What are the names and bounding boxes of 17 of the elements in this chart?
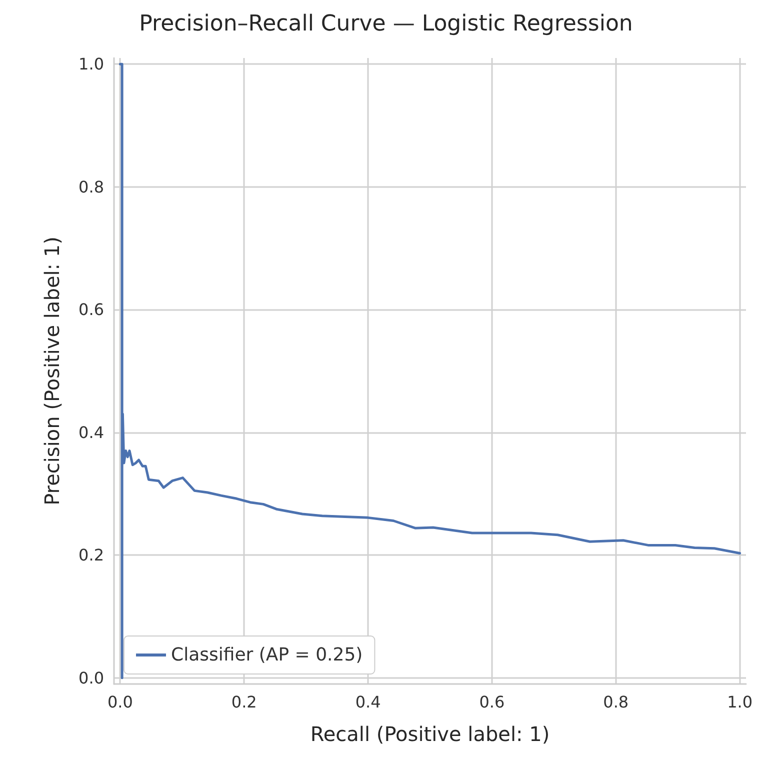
- y-tick-label: 0.4: [78, 422, 104, 442]
- chart-title: Precision–Recall Curve — Logistic Regression: [139, 12, 633, 36]
- y-tick-label: 0.6: [78, 300, 104, 320]
- x-tick-label: 0.0: [107, 692, 133, 712]
- x-tick-label: 0.4: [355, 692, 381, 712]
- x-tick-label: 0.2: [231, 692, 257, 712]
- y-tick-label: 0.2: [78, 546, 104, 565]
- legend-label: Classifier (AP = 0.25): [171, 644, 363, 666]
- x-axis-title: Recall (Positive label: 1): [310, 722, 550, 746]
- y-axis-title: Precision (Positive label: 1): [40, 236, 64, 506]
- x-tick-label: 1.0: [727, 692, 753, 712]
- line-series: [118, 62, 742, 680]
- y-tick-label: 0.0: [78, 668, 104, 688]
- y-tick-label: 0.8: [78, 177, 104, 196]
- y-tick-label: 1.0: [78, 54, 104, 74]
- x-tick-label: 0.6: [479, 692, 505, 712]
- x-tick-label: 0.8: [603, 692, 629, 712]
